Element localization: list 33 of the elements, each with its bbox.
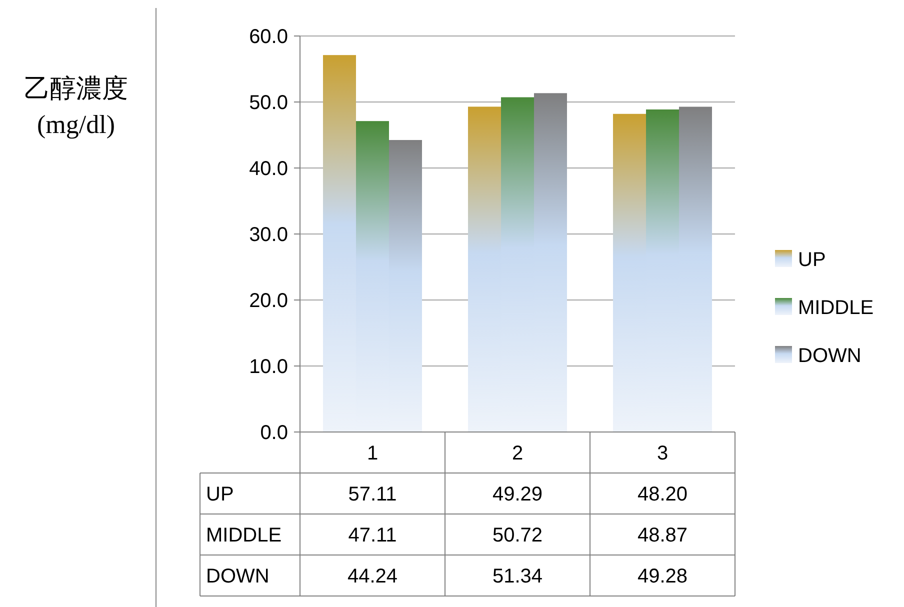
bar (389, 140, 422, 432)
data-label: 47.11 (348, 524, 397, 546)
legend-label: DOWN (798, 345, 862, 367)
data-label: 50.72 (492, 524, 543, 546)
y-tick-label: 60.0 (249, 26, 288, 48)
text: MIDDLE (206, 524, 282, 546)
data-label: 49.28 (637, 566, 688, 588)
x-tick-label: 1 (366, 442, 378, 464)
y-tick-label: 10.0 (249, 356, 288, 378)
x-tick-label: 2 (512, 442, 524, 464)
bar (323, 55, 356, 432)
bar (613, 114, 646, 432)
data-label: 48.87 (637, 524, 688, 546)
y-tick-label: 30.0 (249, 224, 288, 246)
data-label: 51.34 (492, 566, 543, 588)
y-axis-title: 乙醇濃度 (mg/dl) (24, 74, 128, 139)
data-label: 57.11 (348, 484, 397, 506)
legend-label: UP (798, 249, 826, 271)
data-label: 44.24 (347, 566, 398, 588)
data-label: 49.29 (492, 484, 543, 506)
y-tick-label: 40.0 (249, 158, 288, 180)
bar (679, 106, 712, 432)
y-tick-label: 50.0 (249, 92, 288, 114)
data-label: 48.20 (637, 484, 688, 506)
bar (356, 121, 389, 432)
text: UP (206, 484, 234, 506)
legend-label: MIDDLE (798, 297, 874, 319)
x-tick-label: 3 (656, 442, 668, 464)
y-tick-label: 20.0 (249, 290, 288, 312)
y-tick-label: 0.0 (260, 422, 288, 444)
text: DOWN (206, 566, 270, 588)
bar (468, 106, 501, 432)
bar (534, 93, 567, 432)
